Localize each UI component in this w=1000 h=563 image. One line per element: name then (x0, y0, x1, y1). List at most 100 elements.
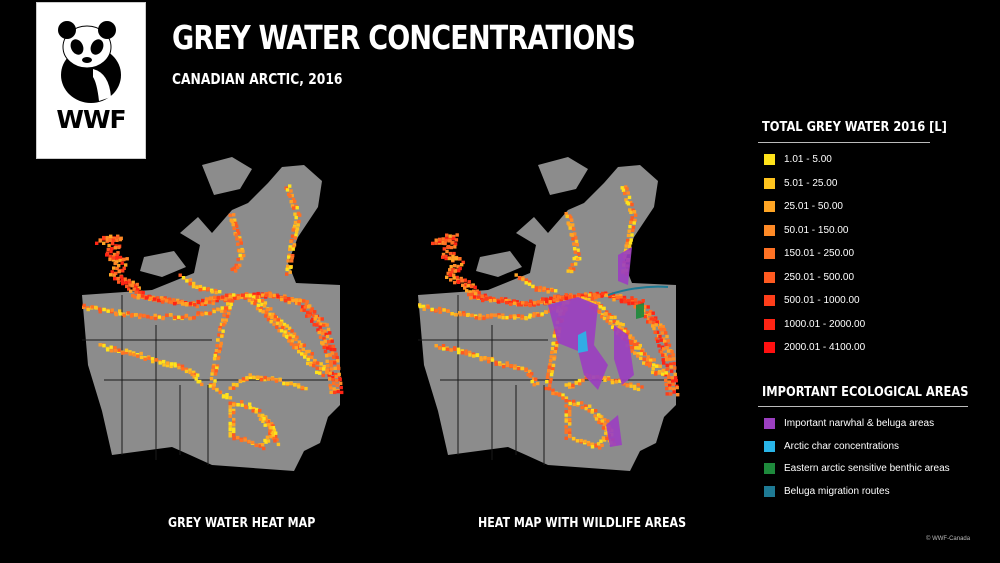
heat-cell (177, 365, 181, 370)
heat-cell (315, 366, 319, 370)
heat-cell (261, 310, 265, 314)
heat-cell (86, 307, 90, 312)
heat-cell (598, 414, 602, 418)
heat-cell (600, 315, 604, 319)
heat-cell (458, 311, 462, 315)
heat-cell (568, 431, 572, 435)
heat-cell (117, 264, 121, 268)
heat-cell (532, 303, 536, 307)
heat-cell (637, 346, 641, 350)
heat-cell (283, 330, 287, 334)
heat-cell (153, 313, 157, 318)
heat-cell (318, 371, 322, 375)
heat-cell (633, 305, 637, 309)
heat-cell (545, 380, 549, 384)
heat-cell (296, 343, 301, 347)
heat-cell (334, 352, 338, 356)
heat-cell (596, 442, 601, 446)
heat-cell (611, 294, 615, 299)
heat-cell (287, 255, 291, 259)
heat-cell (188, 278, 193, 282)
heat-cell (564, 296, 568, 301)
heat-cell (111, 238, 116, 242)
heat-cell (594, 444, 598, 448)
heat-cell (221, 395, 226, 399)
heat-cell (674, 379, 678, 383)
heat-cell (239, 438, 244, 443)
heat-cell (448, 268, 452, 272)
heat-cell (181, 302, 185, 306)
heat-cell (219, 322, 224, 326)
heat-cell (615, 321, 619, 326)
heat-cell (453, 347, 457, 351)
heat-cell (169, 313, 173, 317)
heat-cell (572, 247, 577, 251)
heat-cell (309, 363, 313, 367)
heat-cell (485, 297, 489, 301)
heat-cell (214, 290, 218, 295)
heat-cell (228, 213, 232, 218)
heat-cell (212, 309, 216, 314)
heat-cell (312, 364, 316, 368)
legend-label: Eastern arctic sensitive benthic areas (784, 463, 950, 474)
heat-cell (603, 418, 607, 422)
heat-cell (649, 317, 653, 321)
heat-cell (548, 300, 552, 304)
heat-cell (601, 291, 605, 296)
heat-cell (240, 400, 244, 404)
heat-cell (453, 264, 457, 268)
heat-cell (551, 363, 556, 368)
ecological-area (614, 325, 634, 385)
heat-cell (212, 357, 217, 361)
heat-cell (637, 300, 642, 304)
heat-cell (448, 251, 453, 256)
heat-cell (188, 368, 192, 372)
heat-cell (444, 254, 448, 258)
heat-cell (634, 302, 638, 307)
heat-cell (548, 384, 552, 388)
heat-cell (564, 404, 568, 408)
heat-cell (513, 316, 517, 320)
heat-cell (132, 287, 136, 291)
heat-cell (624, 248, 628, 252)
heat-cell (240, 295, 244, 299)
heat-cell (113, 346, 117, 350)
heat-cell (512, 314, 516, 318)
legend-swatch (764, 154, 775, 165)
heat-cell (580, 401, 584, 405)
heat-cell (549, 355, 553, 359)
heat-cell (173, 315, 177, 319)
heat-cell (111, 256, 116, 260)
heat-cell (627, 335, 632, 340)
heat-cell (251, 440, 255, 445)
heat-cell (292, 206, 296, 210)
heat-cell (231, 382, 236, 387)
heat-cell (314, 314, 318, 319)
heat-cell (554, 392, 558, 396)
heat-cell (310, 307, 314, 311)
heat-cell (271, 433, 275, 437)
legend-label: 5.01 - 25.00 (784, 177, 838, 189)
legend-swatch (764, 485, 775, 497)
heat-cell (185, 303, 189, 307)
heat-cell (260, 414, 264, 419)
heat-cell (129, 289, 133, 293)
heat-cell (630, 202, 634, 207)
heat-cell (188, 370, 192, 375)
heat-cell (590, 410, 594, 414)
heat-cell (252, 295, 256, 299)
heat-cell (328, 383, 332, 388)
heat-cell (278, 324, 282, 328)
heat-cell (610, 380, 615, 385)
heat-cell (117, 348, 121, 352)
heat-cell (526, 373, 530, 377)
heat-cell (464, 349, 468, 353)
heat-cell (604, 293, 609, 297)
heat-cell (300, 308, 304, 312)
heat-cell (165, 363, 170, 368)
heat-cell (598, 305, 603, 309)
heat-cell (598, 446, 602, 450)
heat-cell (669, 392, 673, 396)
heat-cell (505, 361, 509, 365)
heat-cell (464, 284, 468, 288)
